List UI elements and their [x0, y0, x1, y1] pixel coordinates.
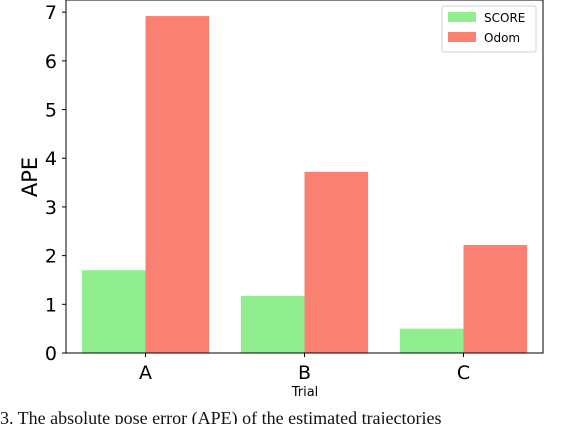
y-axis: 0 1 2 3 4 5 6 7: [45, 2, 66, 365]
x-tick-label: A: [139, 362, 152, 384]
legend: SCORE Odom: [441, 5, 537, 53]
y-tick-label: 7: [45, 2, 57, 24]
x-axis: A B C: [139, 353, 470, 384]
legend-swatch-score: [448, 12, 476, 22]
y-tick-label: 4: [45, 148, 57, 170]
y-tick-label: 3: [45, 197, 57, 219]
bar-odom-c: [463, 244, 528, 353]
figure-caption: 3. The absolute pose error (APE) of the …: [0, 408, 442, 424]
bars-group: [81, 16, 528, 353]
y-tick-label: 6: [45, 51, 57, 73]
x-axis-label: Trial: [291, 385, 319, 400]
x-tick-label: C: [457, 362, 470, 384]
y-tick-label: 1: [45, 294, 57, 316]
bar-score-a: [81, 270, 146, 353]
legend-swatch-odom: [448, 32, 476, 42]
bar-odom-a: [145, 16, 210, 353]
bar-score-c: [399, 328, 464, 353]
legend-label-score: SCORE: [484, 11, 525, 25]
y-tick-label: 2: [45, 246, 57, 268]
y-tick-label: 0: [45, 343, 57, 365]
y-axis-label: APE: [18, 157, 42, 197]
x-tick-label: B: [298, 362, 311, 384]
bar-odom-b: [304, 171, 369, 353]
y-tick-label: 5: [45, 100, 57, 122]
legend-label-odom: Odom: [484, 31, 520, 45]
bar-score-b: [240, 296, 305, 353]
